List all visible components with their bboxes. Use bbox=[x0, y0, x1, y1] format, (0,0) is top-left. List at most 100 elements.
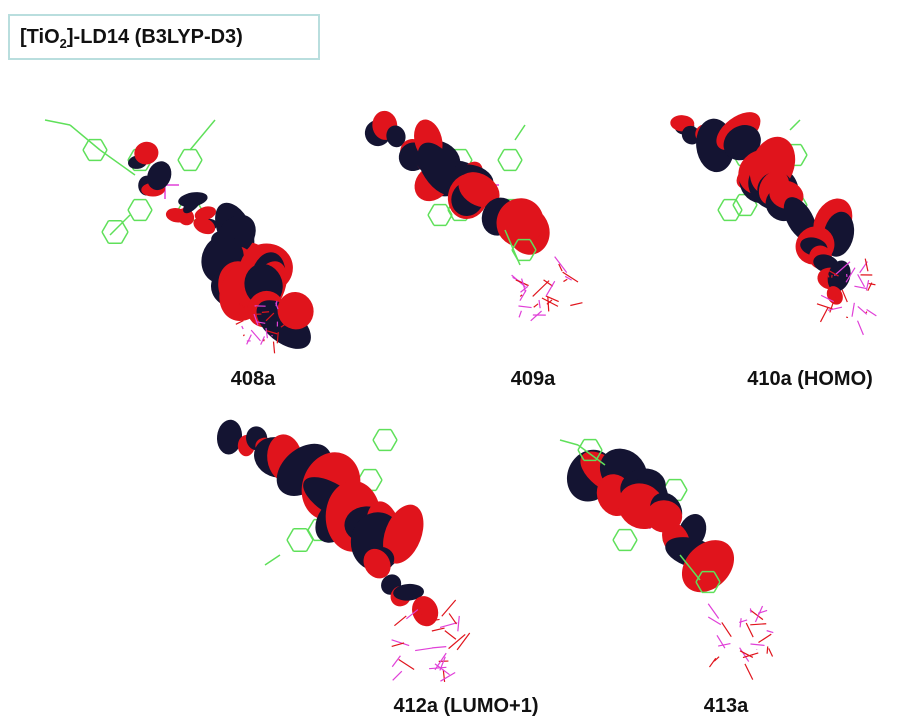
bond bbox=[613, 530, 619, 540]
bond bbox=[307, 529, 314, 540]
bond bbox=[196, 150, 202, 160]
title-text: [TiO bbox=[20, 26, 60, 48]
tio2-bond bbox=[722, 622, 732, 636]
tio2-bond bbox=[563, 279, 567, 281]
bond bbox=[801, 145, 807, 155]
bond bbox=[801, 155, 807, 165]
figure: 408a409a410a (HOMO)412a (LUMO+1)413a [Ti… bbox=[0, 0, 901, 725]
tio2-bond bbox=[415, 648, 433, 651]
tio2-bond bbox=[262, 312, 269, 313]
bond bbox=[681, 480, 687, 490]
tio2-bond bbox=[534, 304, 538, 307]
tio2-bond bbox=[717, 635, 725, 648]
bond bbox=[373, 440, 379, 450]
tio2-bond bbox=[767, 646, 768, 653]
bond bbox=[631, 530, 637, 540]
tio2-bond bbox=[750, 610, 763, 620]
tio2-bond bbox=[769, 648, 773, 656]
bond bbox=[146, 200, 152, 210]
tio2-bond bbox=[531, 311, 542, 321]
tio2-bond bbox=[709, 658, 715, 667]
bond bbox=[516, 150, 522, 160]
bond bbox=[102, 232, 109, 243]
bond bbox=[736, 200, 742, 210]
tio2-bond bbox=[458, 616, 459, 631]
tio2-bond bbox=[392, 656, 400, 667]
bond bbox=[128, 200, 134, 210]
tio2-bond bbox=[399, 659, 414, 669]
tio2-bond bbox=[546, 281, 555, 296]
tio2-bond bbox=[449, 613, 456, 624]
bond bbox=[45, 120, 70, 125]
bond bbox=[391, 430, 397, 440]
bond bbox=[516, 160, 522, 170]
tio2-bond bbox=[243, 335, 244, 336]
tio2-bond bbox=[539, 300, 540, 308]
bond bbox=[83, 140, 89, 150]
tio2-bond bbox=[429, 667, 446, 668]
bond bbox=[790, 120, 800, 130]
tio2-bond bbox=[858, 274, 865, 286]
bond bbox=[498, 150, 504, 160]
bond bbox=[515, 125, 525, 140]
tio2-bond bbox=[518, 306, 531, 308]
bond bbox=[178, 160, 184, 170]
bond bbox=[376, 470, 382, 480]
bond bbox=[373, 430, 379, 440]
tio2-bond bbox=[236, 321, 244, 325]
tio2-bond bbox=[820, 308, 827, 322]
bond bbox=[146, 210, 152, 220]
panel-label: 410a (HOMO) bbox=[747, 368, 873, 390]
tio2-bond bbox=[251, 330, 260, 341]
bond bbox=[122, 221, 129, 232]
bond bbox=[733, 205, 739, 215]
tio2-bond bbox=[432, 628, 445, 631]
tio2-bond bbox=[520, 295, 522, 297]
tio2-bond bbox=[555, 257, 567, 273]
tio2-bond bbox=[445, 631, 456, 640]
title-subscript: 2 bbox=[60, 36, 67, 51]
tio2-bond bbox=[858, 306, 867, 314]
bond bbox=[560, 440, 578, 445]
bond bbox=[631, 540, 637, 550]
bond bbox=[101, 140, 107, 150]
bond bbox=[265, 555, 280, 565]
bond bbox=[102, 221, 109, 232]
tio2-bond bbox=[440, 623, 457, 628]
bond bbox=[446, 215, 452, 225]
tio2-bond bbox=[817, 304, 833, 309]
tio2-bond bbox=[718, 644, 730, 646]
bond bbox=[110, 215, 130, 235]
bond bbox=[178, 150, 184, 160]
bond bbox=[596, 440, 602, 450]
tio2-bond bbox=[273, 342, 274, 354]
tio2-bond bbox=[842, 290, 847, 302]
bond bbox=[613, 540, 619, 550]
tio2-bond bbox=[394, 616, 406, 626]
bond bbox=[287, 540, 294, 551]
tio2-bond bbox=[708, 604, 718, 619]
tio2-bond bbox=[247, 335, 252, 345]
tio2-bond bbox=[519, 311, 521, 318]
tio2-bond bbox=[392, 643, 404, 647]
tio2-bond bbox=[750, 624, 766, 625]
bond bbox=[751, 205, 757, 215]
tio2-bond bbox=[264, 339, 265, 341]
bond bbox=[466, 150, 472, 160]
tio2-bond bbox=[867, 309, 877, 315]
tio2-bond bbox=[432, 647, 446, 648]
tio2-bond bbox=[242, 326, 243, 329]
bond bbox=[196, 160, 202, 170]
bond bbox=[287, 529, 294, 540]
panel-label: 409a bbox=[511, 368, 556, 390]
bond bbox=[718, 210, 724, 220]
tio2-bond bbox=[393, 671, 402, 680]
tio2-bond bbox=[869, 284, 876, 285]
panel-label: 413a bbox=[704, 695, 749, 717]
tio2-bond bbox=[570, 303, 582, 306]
title-text: ]-LD14 (B3LYP-D3) bbox=[67, 26, 243, 48]
bond bbox=[308, 520, 314, 530]
tio2-bond bbox=[858, 321, 864, 335]
bond bbox=[190, 120, 215, 150]
bond bbox=[391, 440, 397, 450]
